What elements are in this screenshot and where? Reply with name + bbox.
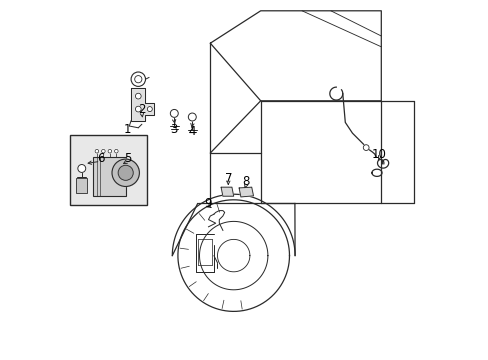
Circle shape [131, 72, 145, 86]
Text: 5: 5 [123, 152, 131, 165]
Circle shape [363, 145, 368, 150]
Circle shape [135, 106, 141, 112]
Circle shape [95, 149, 99, 153]
Circle shape [170, 109, 178, 117]
Text: 7: 7 [224, 172, 232, 185]
Text: 10: 10 [371, 148, 386, 161]
Text: 1: 1 [123, 123, 131, 136]
Circle shape [188, 113, 196, 121]
FancyBboxPatch shape [70, 135, 147, 205]
Circle shape [78, 165, 85, 172]
Circle shape [118, 165, 133, 180]
Text: 8: 8 [242, 175, 249, 188]
Text: 2: 2 [138, 103, 145, 116]
Circle shape [135, 93, 141, 99]
Polygon shape [131, 88, 154, 121]
Circle shape [108, 149, 111, 153]
Text: 4: 4 [188, 125, 196, 138]
FancyBboxPatch shape [76, 178, 87, 193]
Circle shape [112, 159, 139, 186]
FancyBboxPatch shape [93, 157, 125, 196]
Circle shape [134, 76, 142, 83]
Polygon shape [221, 187, 233, 196]
Text: 3: 3 [170, 123, 178, 136]
Circle shape [102, 149, 105, 153]
Polygon shape [239, 187, 253, 197]
Text: 6: 6 [97, 152, 104, 165]
Circle shape [114, 149, 118, 153]
Text: 9: 9 [204, 197, 212, 210]
Circle shape [147, 107, 152, 112]
